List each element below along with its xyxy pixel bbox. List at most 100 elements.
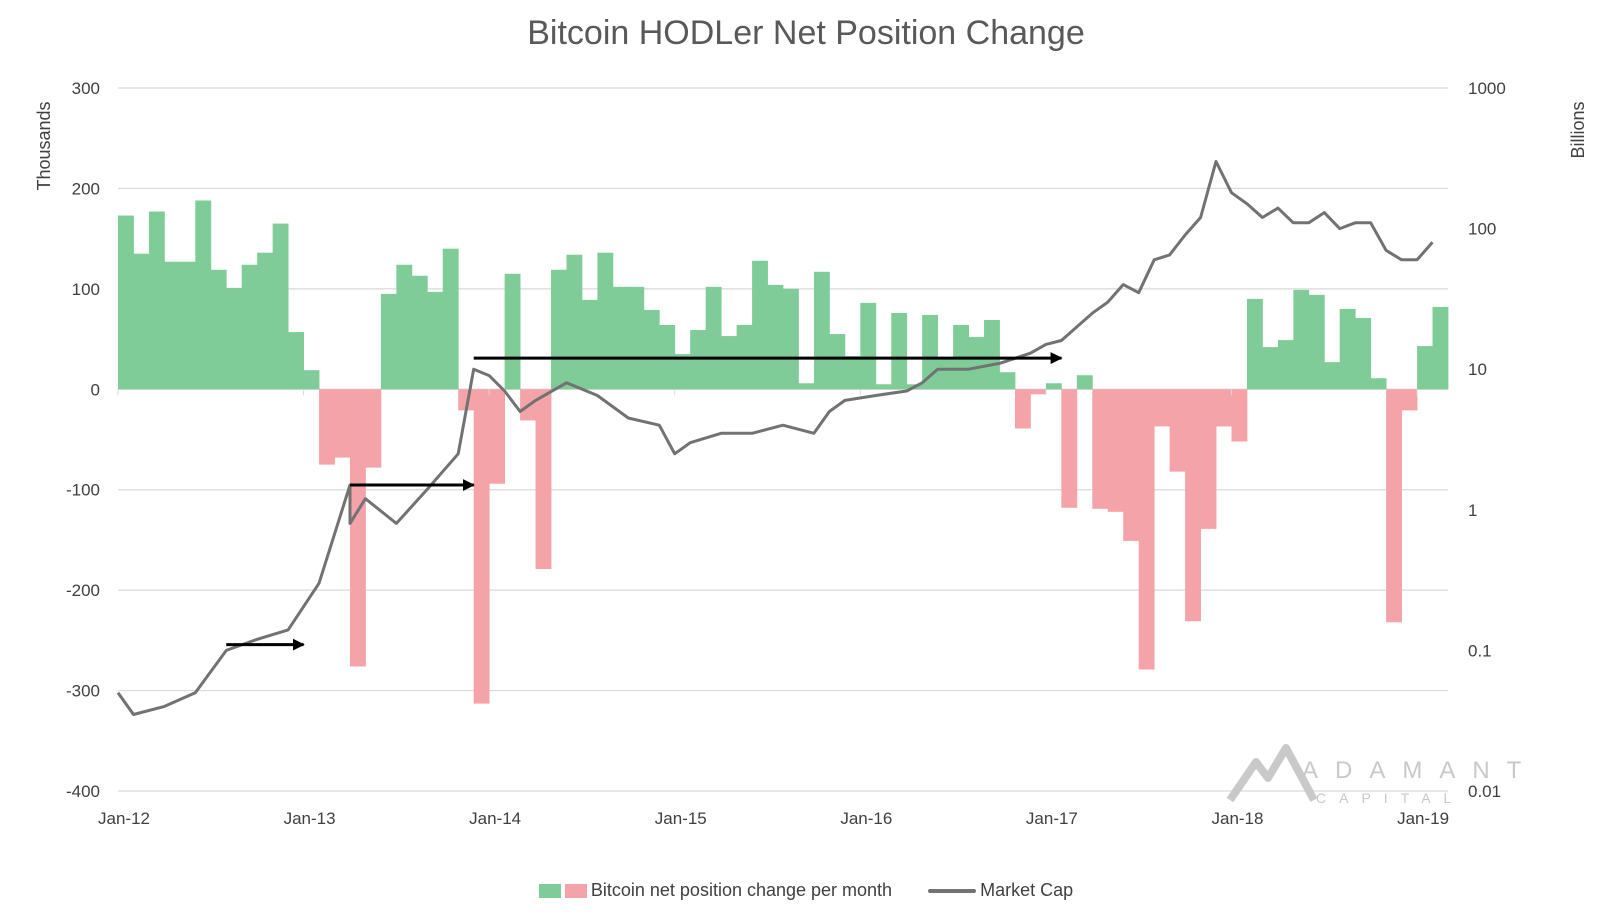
bar (1169, 389, 1186, 472)
bar (705, 286, 722, 390)
market-cap-line (116, 160, 1434, 716)
bar (643, 309, 660, 390)
bar (1061, 389, 1078, 508)
bar (783, 288, 799, 390)
bar (241, 264, 258, 390)
bar (581, 299, 598, 390)
bar (288, 332, 304, 390)
legend-label-bars: Bitcoin net position change per month (590, 880, 893, 900)
chart-title: Bitcoin HODLer Net Position Change (527, 14, 1085, 52)
bar (1030, 389, 1047, 395)
bar (612, 286, 629, 390)
bar (551, 269, 567, 390)
legend-item-bars: Bitcoin net position change per month (538, 880, 893, 901)
bar (1339, 308, 1356, 390)
legend-swatch-positive (538, 883, 561, 898)
bar (1092, 389, 1109, 509)
bar (1386, 389, 1403, 623)
bar (179, 261, 196, 390)
bar (829, 334, 846, 390)
bar (1138, 389, 1155, 670)
mountain-logo-icon (1226, 744, 1318, 803)
legend-item-line: Market Cap (928, 880, 1073, 901)
bar-series (118, 200, 1449, 704)
y-left-tick-label: 300 (72, 79, 100, 98)
adamant-logo: ADAMANT CAPITAL (1226, 744, 1521, 806)
market-cap-series (116, 160, 1434, 716)
chart-plot: 3002001000-100-200-300-40010001001010.10… (34, 79, 1588, 828)
y-left-tick-label: -300 (66, 682, 100, 701)
logo-sub: CAPITAL (1316, 790, 1464, 806)
y-right-tick-label: 0.1 (1468, 641, 1492, 660)
bar (1370, 378, 1387, 390)
bar (319, 389, 335, 465)
y-left-tick-label: -100 (66, 481, 100, 500)
grid-lines (118, 87, 1448, 792)
bar (411, 275, 428, 390)
y-left-tick-label: -400 (66, 782, 100, 801)
bar (118, 215, 134, 390)
bar (968, 337, 985, 390)
x-tick-label: Jan-16 (840, 809, 892, 828)
bar (1076, 375, 1093, 390)
bar (752, 260, 768, 390)
bar (164, 261, 181, 390)
y-right-tick-label: 1000 (1468, 79, 1506, 98)
bar (891, 312, 908, 390)
bar (813, 271, 830, 390)
bar (875, 384, 892, 390)
bar (334, 389, 351, 458)
legend-label-line: Market Cap (980, 880, 1074, 900)
bar (999, 372, 1016, 390)
y-axis-right-title: Billions (1568, 101, 1588, 158)
bar (349, 389, 366, 667)
bar (984, 319, 1000, 390)
legend-swatch-line (928, 888, 977, 893)
x-tick-label: Jan-18 (1211, 809, 1263, 828)
x-tick-label: Jan-12 (98, 809, 150, 828)
bar (1277, 340, 1294, 390)
bar (937, 358, 954, 390)
x-tick-label: Jan-13 (284, 809, 336, 828)
bar (133, 253, 150, 390)
legend-swatch-negative (564, 883, 587, 898)
bar (1355, 317, 1372, 390)
bar (1185, 389, 1201, 622)
bar (844, 356, 861, 390)
bar (1216, 389, 1232, 427)
bar (860, 302, 877, 390)
bar (1045, 383, 1062, 390)
bar (303, 370, 320, 390)
axes: 3002001000-100-200-300-40010001001010.10… (66, 79, 1506, 828)
y-left-tick-label: 100 (72, 280, 100, 299)
y-left-tick-label: 200 (72, 179, 100, 198)
bar (396, 264, 413, 390)
bar (195, 200, 212, 390)
bar (504, 273, 521, 390)
y-right-tick-label: 10 (1468, 360, 1487, 379)
x-tick-label: Jan-19 (1397, 809, 1449, 828)
bar (1432, 306, 1449, 390)
bar (226, 287, 243, 390)
bar (1200, 389, 1217, 529)
bar (257, 252, 274, 390)
bar (365, 389, 382, 468)
x-tick-label: Jan-14 (469, 809, 521, 828)
y-left-tick-label: -200 (66, 581, 100, 600)
bar (1154, 389, 1171, 427)
bar (1014, 389, 1031, 429)
bar (566, 254, 583, 390)
bar (1324, 362, 1341, 390)
bar (628, 286, 645, 390)
bar (1246, 298, 1263, 390)
bar (721, 336, 738, 390)
annotation-arrows (226, 352, 1063, 651)
bar (767, 284, 784, 390)
bar (1123, 389, 1140, 541)
bar (535, 389, 552, 570)
bar (798, 383, 815, 390)
bar (1231, 389, 1248, 442)
bar (489, 389, 506, 484)
bar (473, 389, 490, 704)
bar (1293, 289, 1310, 390)
